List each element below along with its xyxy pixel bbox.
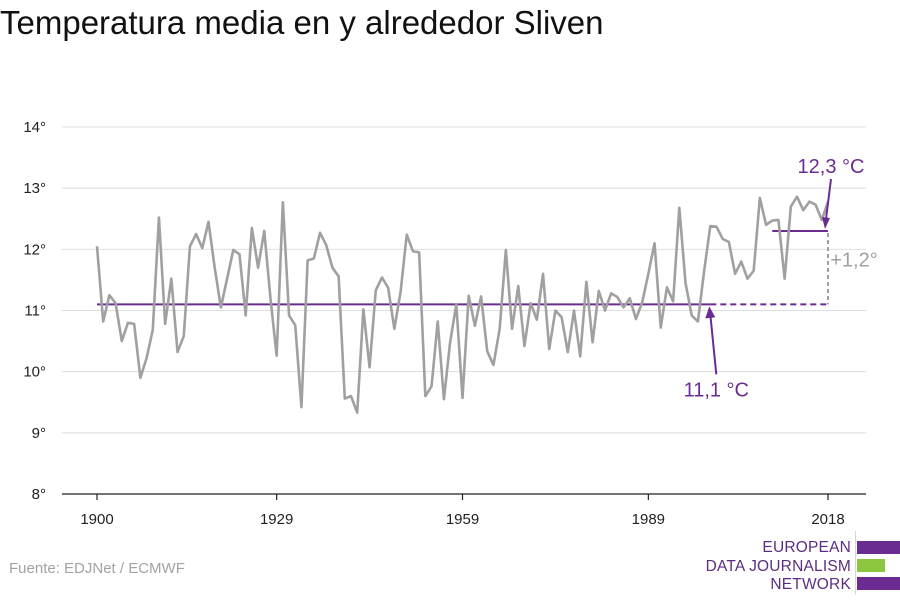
logo-divider [855, 531, 856, 595]
recent-average-label: 12,3 °C [798, 156, 865, 178]
logo-line-1: EUROPEAN [762, 539, 851, 556]
annotations: 12,3 °C 11,1 °C +1,2° [684, 156, 878, 401]
y-axis-labels: 8° 9° 10° 11° 12° 13° 14° [23, 119, 46, 503]
logo-line-2: DATA JOURNALISM [705, 557, 851, 575]
baseline-group [97, 229, 829, 306]
recent-arrow-head [822, 216, 830, 229]
x-axis-ticks: 1900 1929 1959 1989 2018 [80, 494, 845, 528]
recent-arrow-shaft [825, 178, 832, 220]
x-tick-label: 1900 [80, 511, 113, 528]
y-tick-label: 14° [23, 119, 46, 136]
y-tick-label: 9° [32, 425, 46, 442]
y-tick-label: 8° [32, 486, 46, 503]
series-points [96, 196, 829, 413]
logo-stripe-top [857, 541, 900, 554]
logo-line-3: NETWORK [770, 576, 851, 593]
source-note: Fuente: EDJNet / ECMWF [9, 560, 185, 577]
y-tick-label: 10° [23, 364, 46, 381]
edjnet-logo[interactable]: EUROPEAN DATA JOURNALISM NETWORK [700, 531, 900, 595]
x-tick-label: 1959 [446, 511, 479, 528]
y-tick-label: 11° [24, 303, 46, 320]
difference-label: +1,2° [830, 250, 877, 272]
logo-stripe-bottom [857, 577, 900, 590]
logo-text: EUROPEAN DATA JOURNALISM NETWORK [706, 539, 851, 595]
baseline-label: 11,1 °C [684, 379, 749, 401]
x-tick-label: 1929 [260, 511, 293, 528]
x-tick-label: 2018 [811, 511, 844, 528]
x-tick-label: 1989 [632, 511, 665, 528]
y-tick-label: 12° [23, 241, 46, 258]
y-tick-label: 13° [23, 180, 46, 197]
chart-title: Temperatura media en y alrededor Sliven [0, 4, 604, 41]
logo-stripe-middle [857, 559, 885, 572]
baseline-arrow-head [705, 306, 716, 319]
baseline-arrow-shaft [709, 314, 718, 375]
